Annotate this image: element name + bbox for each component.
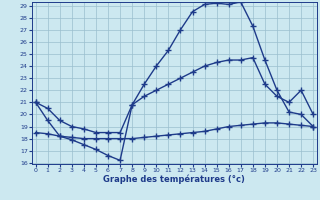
X-axis label: Graphe des températures (°c): Graphe des températures (°c) [103,175,245,184]
